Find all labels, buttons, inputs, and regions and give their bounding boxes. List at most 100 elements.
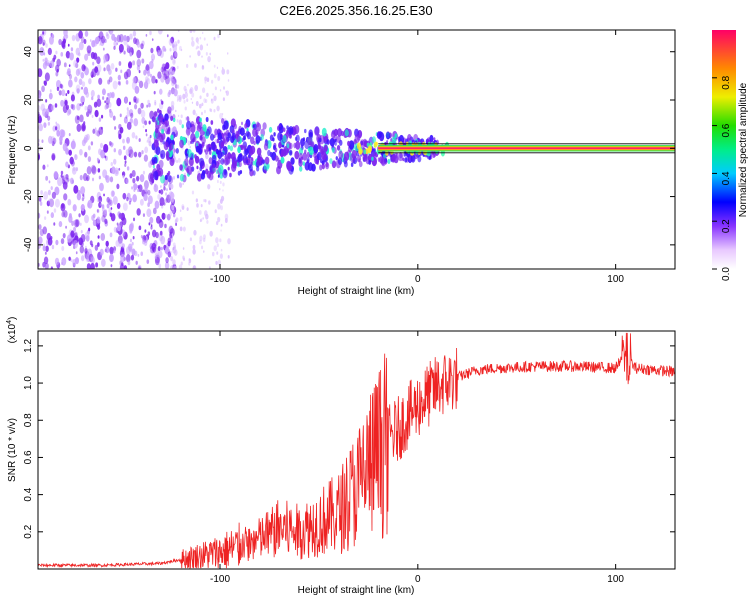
spectrogram-cell	[404, 157, 408, 163]
spectrogram-cell	[101, 88, 106, 96]
spectrogram-cell	[176, 98, 179, 102]
spectrogram-cell	[124, 163, 127, 167]
spectrogram-cell	[76, 115, 80, 121]
figure-title: C2E6.2025.356.16.25.E30	[279, 3, 432, 18]
spectrogram-cell	[157, 193, 161, 200]
spectrogram-cell	[87, 156, 92, 162]
spectrogram-cell	[269, 134, 274, 142]
colorbar: 0.0 0.2 0.4 0.6 0.8 Normalized spectral ampl…	[712, 30, 749, 281]
spectrogram-cell	[190, 120, 195, 128]
spectrogram-cell	[160, 149, 166, 160]
spectrogram-cell	[391, 136, 397, 145]
spectrogram-cell	[55, 50, 58, 55]
spectrogram-cell	[171, 208, 175, 214]
spectrogram-cell	[135, 135, 138, 140]
spectrogram-cell	[48, 180, 51, 184]
spectrogram-cell	[336, 144, 341, 151]
spectrogram-cell	[170, 115, 174, 121]
spectrogram-cell	[62, 104, 68, 114]
spectrogram-cell	[227, 52, 229, 55]
snr-y-tick-label: 1.0	[23, 376, 34, 390]
snr-scale-suffix: )	[7, 317, 18, 320]
spectrogram-cell	[226, 69, 230, 75]
spectrogram-cell	[213, 108, 216, 113]
spectrogram-cell	[63, 30, 68, 37]
spectrogram-cell	[185, 127, 191, 136]
spectrogram-cell	[41, 85, 45, 93]
spectrogram-cell	[190, 140, 193, 145]
spectrogram-cell	[208, 157, 213, 165]
spectrogram-cell	[110, 207, 113, 210]
spectrogram-cell	[253, 140, 256, 146]
spectrogram-cell	[338, 150, 344, 160]
spectrogram-cell	[61, 257, 67, 266]
spectrogram-cell	[163, 186, 166, 191]
spectrogram-cell	[69, 52, 74, 61]
spectrogram-cell	[221, 112, 224, 116]
spectrogram-cell	[118, 239, 123, 248]
spectrogram-cell	[56, 58, 61, 67]
spectrogram-cell	[171, 192, 175, 199]
spectrogram-cell	[199, 95, 202, 100]
spectrogram-cell	[165, 119, 170, 127]
spectrogram-cell	[50, 104, 55, 111]
spectrogram-cell	[123, 37, 128, 46]
spectrogram-cell	[136, 175, 140, 182]
spectrogram-cell	[75, 219, 80, 227]
spectrogram-cell	[77, 67, 82, 75]
spectrogram-cell	[366, 142, 370, 147]
spectrogram-cell	[220, 205, 223, 211]
spectrogram-cell	[304, 128, 307, 134]
spectrogram-cell	[158, 189, 161, 194]
spectrogram-cell	[111, 142, 114, 146]
spectrogram-cell	[152, 115, 156, 123]
spectrogram-cell	[160, 66, 164, 73]
spectrogram-cell	[94, 66, 99, 74]
spectrogram-cell	[191, 190, 195, 195]
spectrogram-cell	[175, 222, 178, 227]
spectrogram-cell	[293, 142, 297, 149]
spectrogram-cell	[316, 160, 319, 165]
spectrogram-cell	[69, 177, 74, 185]
spectrogram-cell	[51, 154, 56, 161]
spectrogram-cell	[68, 74, 73, 80]
spectrogram-cell	[130, 222, 134, 230]
spectrogram-cell	[149, 134, 152, 139]
spectrogram-cell	[319, 164, 323, 171]
spectrogram-cell	[321, 163, 326, 170]
spectrogram-cell	[166, 80, 169, 85]
spectrogram-cell	[82, 101, 85, 105]
spectrogram-y-tick-label: -20	[23, 189, 34, 204]
spectrogram-cell	[214, 128, 218, 136]
spectrogram-cell	[175, 147, 179, 154]
spectrogram-cell	[74, 257, 80, 265]
spectrogram-cell	[56, 86, 60, 91]
spectrogram-cell	[98, 202, 102, 208]
spectrogram-cell	[122, 145, 126, 151]
spectrogram-cell	[121, 217, 127, 226]
spectrogram-cell	[82, 173, 88, 182]
spectrogram-cell	[70, 230, 75, 238]
spectrogram-cell	[128, 146, 133, 155]
spectrogram-cell	[99, 248, 104, 256]
spectrogram-cell	[195, 198, 198, 203]
spectrogram-cell	[126, 35, 130, 43]
spectrogram-cell	[222, 138, 226, 144]
spectrogram-cell	[123, 71, 129, 80]
spectrogram-cell	[109, 141, 112, 146]
spectrogram-cell	[179, 173, 185, 182]
spectrogram-cell	[61, 89, 66, 97]
spectrogram-cell	[299, 165, 303, 172]
spectrogram-y-ticks: -40 -20 0 20 40	[23, 46, 675, 252]
spectrogram-cell	[92, 128, 96, 134]
spectrogram-cell	[184, 158, 189, 166]
snr-y-tick-label: 0.6	[23, 450, 34, 464]
spectrogram-cell	[217, 174, 220, 178]
spectrogram-cell	[165, 62, 170, 70]
spectrogram-cell	[79, 103, 82, 107]
spectrogram-cell	[116, 183, 120, 190]
spectrogram-cell	[157, 30, 163, 35]
spectrogram-cell	[104, 105, 108, 110]
spectrogram-cell	[42, 108, 47, 117]
spectrogram-cell	[208, 150, 212, 155]
